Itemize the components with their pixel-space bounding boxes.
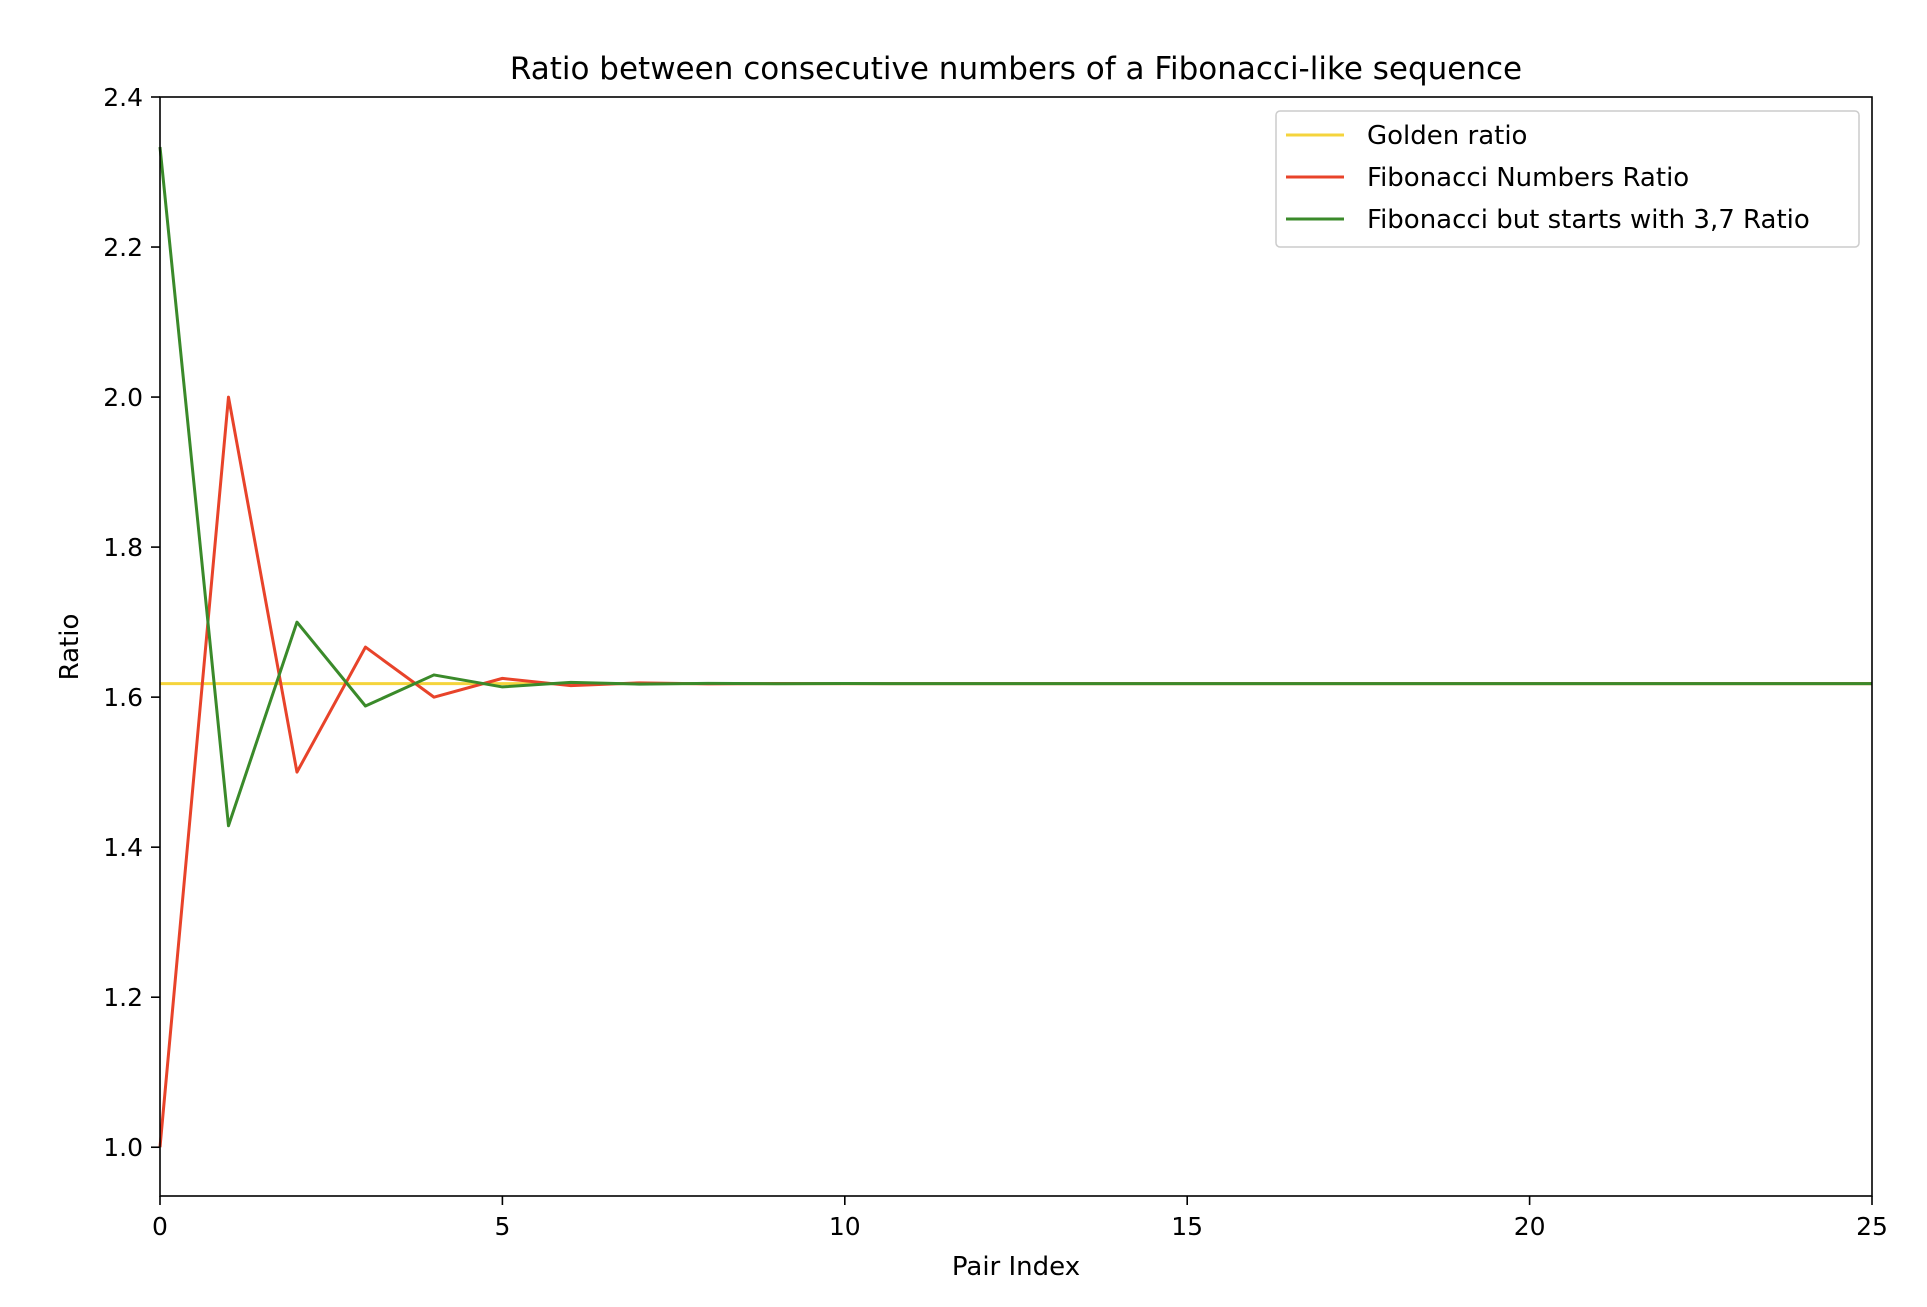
plot-lines [158,146,1872,1148]
y-axis-title: Ratio [55,614,85,681]
x-axis: 0 5 10 15 20 25 [152,1196,1888,1241]
legend: Golden ratio Fibonacci Numbers Ratio Fib… [1275,110,1860,248]
x-tick-label: 25 [1856,1212,1888,1241]
x-tick-label: 0 [152,1212,168,1241]
y-tick-label: 1.2 [103,983,143,1012]
chart-title: Ratio between consecutive numbers of a F… [510,51,1522,87]
y-tick-label: 2.4 [103,83,143,112]
x-tick-label: 5 [494,1212,510,1241]
x-tick-label: 15 [1171,1212,1203,1241]
y-tick-label: 1.8 [103,533,143,562]
y-axis: 1.0 1.2 1.4 1.6 1.8 2.0 2.2 2.4 [103,83,160,1162]
y-tick-label: 1.6 [103,683,143,712]
x-tick-label: 10 [829,1212,861,1241]
x-axis-title: Pair Index [952,1252,1080,1282]
y-tick-label: 1.0 [103,1133,143,1162]
y-tick-label: 1.4 [103,833,143,862]
series-line-fibonacci-3-7-ratio [158,146,1872,828]
legend-label-golden-ratio: Golden ratio [1367,121,1527,151]
legend-label-fibonacci-3-7-ratio: Fibonacci but starts with 3,7 Ratio [1367,205,1810,235]
x-tick-label: 20 [1514,1212,1546,1241]
legend-box [1275,110,1860,248]
y-tick-label: 2.0 [103,383,143,412]
y-tick-label: 2.2 [103,233,143,262]
plot-frame [159,96,1873,1197]
legend-label-fibonacci-ratio: Fibonacci Numbers Ratio [1367,163,1689,193]
series-line-fibonacci-ratio [158,395,1872,1148]
